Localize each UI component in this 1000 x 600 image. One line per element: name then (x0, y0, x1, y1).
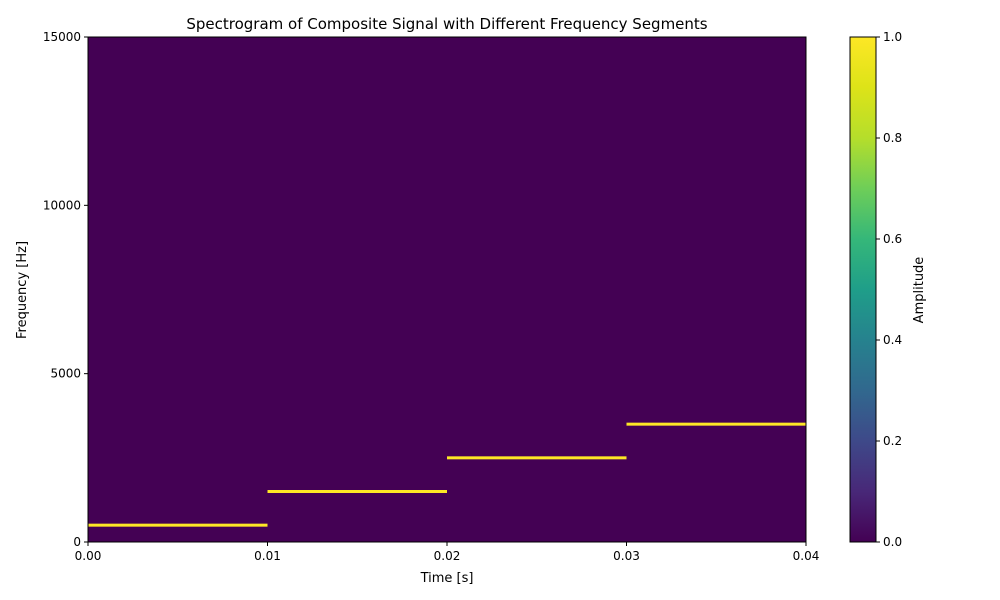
y-tick-label: 5000 (50, 367, 81, 381)
x-tick-label: 0.01 (254, 549, 281, 563)
colorbar-tick-label: 0.6 (883, 232, 902, 246)
colorbar-tick-label: 1.0 (883, 30, 902, 44)
chart-title: Spectrogram of Composite Signal with Dif… (186, 15, 707, 33)
colorbar-tick-label: 0.8 (883, 131, 902, 145)
segment-band-4 (626, 422, 806, 426)
plot-background (88, 37, 806, 542)
segment-band-2 (267, 490, 447, 493)
colorbar (849, 36, 877, 543)
y-tick-label: 15000 (43, 30, 81, 44)
segment-band-1 (88, 523, 268, 527)
y-axis-label: Frequency [Hz] (15, 241, 30, 339)
segment-band-3 (447, 456, 627, 460)
colorbar-tick-label: 0.4 (883, 333, 902, 347)
y-tick-label: 0 (73, 535, 81, 549)
x-tick-label: 0.03 (613, 549, 640, 563)
y-axis-ticks: 0 5000 10000 15000 (43, 30, 88, 549)
x-tick-label: 0.02 (434, 549, 461, 563)
x-tick-label: 0.04 (793, 549, 820, 563)
x-axis-label: Time [s] (420, 571, 474, 586)
segments-layer (88, 422, 806, 527)
colorbar-ticks: 0.0 0.2 0.4 0.6 0.8 1.0 (876, 30, 902, 549)
y-tick-label: 10000 (43, 198, 81, 212)
x-tick-label: 0.00 (75, 549, 102, 563)
x-axis-ticks: 0.00 0.01 0.02 0.03 0.04 (75, 542, 820, 563)
colorbar-label: Amplitude (912, 257, 927, 324)
colorbar-tick-label: 0.0 (883, 535, 902, 549)
colorbar-tick-label: 0.2 (883, 434, 902, 448)
